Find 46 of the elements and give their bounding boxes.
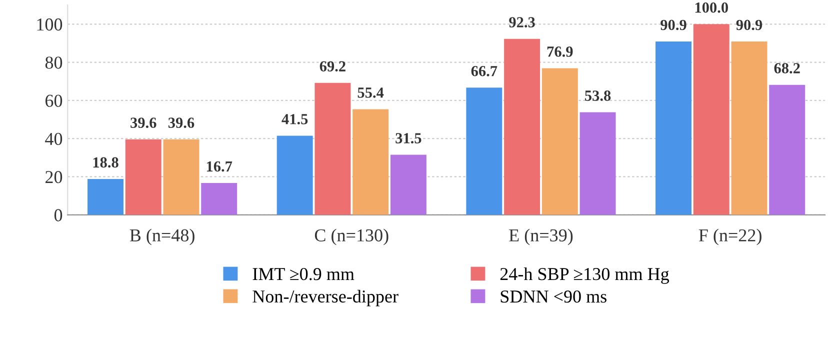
- text: 90.9: [660, 20, 686, 30]
- text: 76.9: [547, 46, 573, 57]
- x-tick-label: E (n=39): [509, 228, 573, 246]
- bar: [769, 84, 806, 215]
- bar: [656, 42, 692, 215]
- text: 18.8: [93, 157, 118, 168]
- text: 90.9: [736, 20, 762, 30]
- text: 68.2: [774, 63, 800, 74]
- y-tick-label: 20: [46, 170, 62, 184]
- legend-label: SDNN <90 ms: [500, 290, 606, 303]
- bar: [163, 139, 200, 215]
- y-tick-label: 80: [45, 56, 62, 69]
- bar: [201, 183, 238, 215]
- bar: [466, 88, 502, 215]
- text: 31.5: [396, 133, 422, 144]
- x-tick-label: B (n=48): [130, 228, 194, 246]
- bar: [693, 24, 730, 215]
- text: 39.6: [130, 118, 156, 128]
- x-tick-label: F (n=22): [698, 228, 762, 246]
- bar: [731, 42, 768, 215]
- text: 92.3: [509, 17, 535, 28]
- y-tick-label: 60: [45, 94, 62, 107]
- text: 39.6: [168, 118, 194, 128]
- text: 69.2: [320, 61, 346, 72]
- bar: [88, 179, 124, 215]
- text: 41.5: [282, 114, 308, 124]
- text: 100.0: [695, 2, 728, 13]
- bar: [125, 139, 162, 215]
- bar: [542, 68, 578, 215]
- bar: [390, 154, 426, 215]
- x-tick-label: C (n=130): [314, 228, 388, 246]
- text: 66.7: [471, 66, 498, 76]
- text: 55.4: [358, 88, 384, 98]
- legend-label: 24-h SBP ≥130 mm Hg: [500, 267, 670, 284]
- y-tick-label: 0: [54, 209, 62, 222]
- bar: [314, 82, 351, 215]
- bar: [276, 136, 313, 215]
- legend-label: IMT ≥0.9 mm: [252, 268, 354, 280]
- bar: [580, 112, 616, 215]
- bar: [352, 109, 389, 215]
- bar: [504, 38, 540, 215]
- y-tick-label: 40: [45, 132, 62, 146]
- text: 16.7: [206, 161, 232, 172]
- y-tick-label: 100: [37, 18, 62, 31]
- legend-label: Non-/reverse-dipper: [252, 290, 398, 306]
- text: 53.8: [585, 90, 611, 101]
